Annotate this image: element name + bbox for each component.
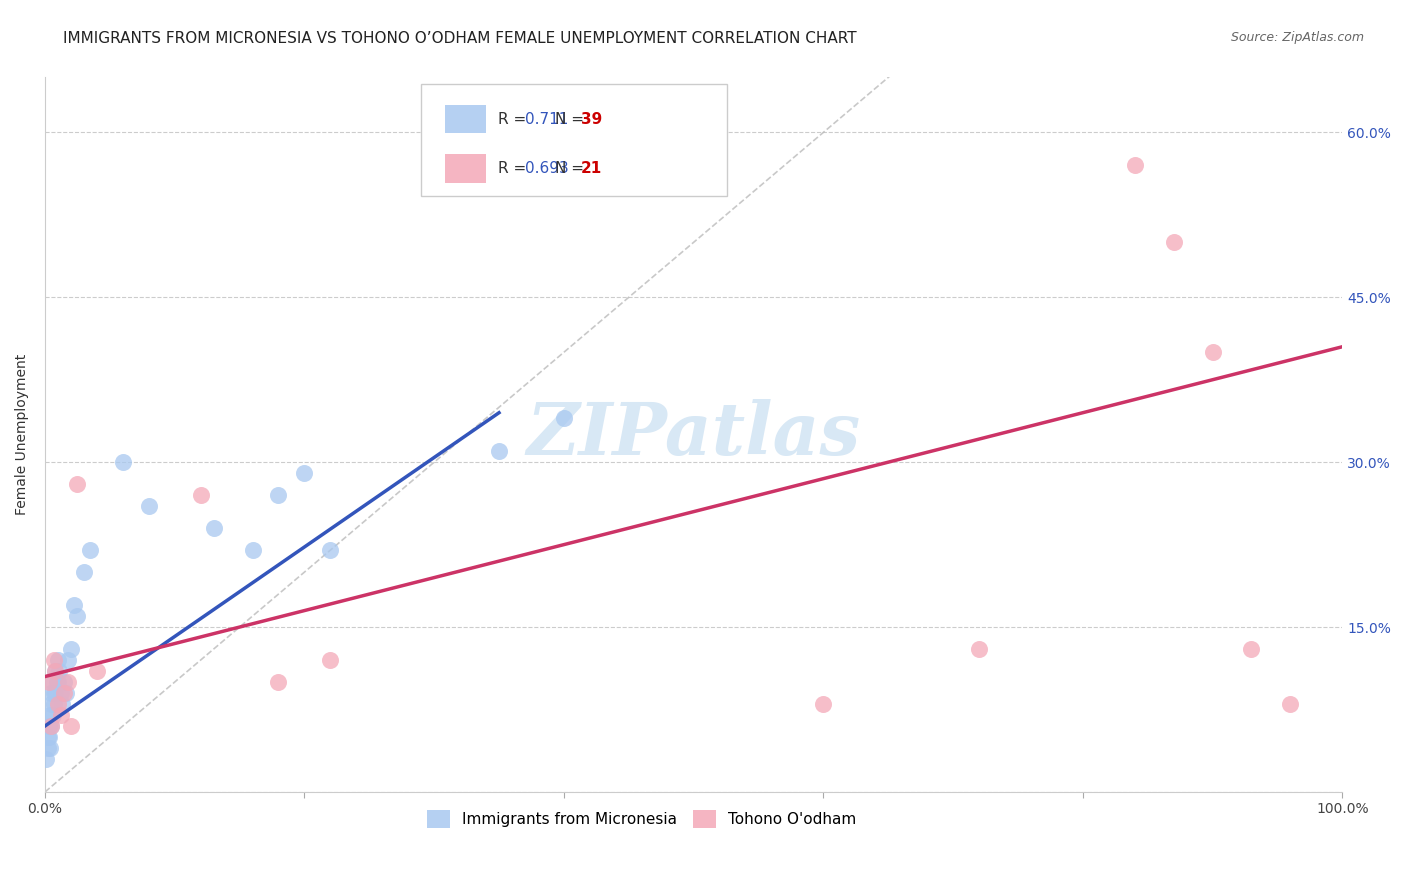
Text: R =: R = [498,112,531,127]
Point [49,686,72,700]
Point [967,642,990,657]
Point [73,565,96,579]
Point [138,499,160,513]
Point [58,653,80,667]
Point [38,730,60,744]
Y-axis label: Female Unemployment: Female Unemployment [15,354,30,516]
Point [62,598,84,612]
Point [267,675,290,690]
Point [44,686,66,700]
Point [37,730,59,744]
Point [35,752,58,766]
Point [44,664,66,678]
Text: 0.693: 0.693 [526,161,569,176]
Text: R =: R = [498,161,531,176]
Point [51,697,73,711]
Point [53,686,76,700]
Point [39,741,62,756]
Point [79,543,101,558]
Point [38,675,60,690]
Point [66,609,89,624]
Point [1123,158,1146,172]
Point [42,675,65,690]
Point [41,686,63,700]
Point [553,411,575,425]
Point [242,543,264,558]
Text: N =: N = [554,161,589,176]
Text: Source: ZipAtlas.com: Source: ZipAtlas.com [1230,31,1364,45]
Point [42,653,65,667]
Point [41,719,63,733]
Point [41,719,63,733]
Point [1279,697,1302,711]
Point [267,488,290,502]
Point [59,642,82,657]
Point [39,708,62,723]
Point [488,444,510,458]
Point [53,675,76,690]
Point [1201,345,1223,359]
Point [58,675,80,690]
Point [55,686,77,700]
Point [44,664,66,678]
Text: 39: 39 [581,112,602,127]
Point [37,741,59,756]
Point [46,697,69,711]
Point [42,708,65,723]
Point [66,477,89,491]
Point [59,719,82,733]
Point [46,653,69,667]
Point [813,697,835,711]
Point [1240,642,1263,657]
Legend: Immigrants from Micronesia, Tohono O'odham: Immigrants from Micronesia, Tohono O'odh… [422,804,862,834]
Text: N =: N = [554,112,589,127]
Point [190,488,212,502]
Point [49,708,72,723]
Point [319,543,342,558]
Point [1163,235,1185,250]
Point [202,521,225,535]
Text: IMMIGRANTS FROM MICRONESIA VS TOHONO O’ODHAM FEMALE UNEMPLOYMENT CORRELATION CHA: IMMIGRANTS FROM MICRONESIA VS TOHONO O’O… [63,31,856,46]
Point [41,697,63,711]
Text: 0.711: 0.711 [526,112,569,127]
Point [42,686,65,700]
Point [294,466,316,480]
Point [38,719,60,733]
Point [46,675,69,690]
Point [42,697,65,711]
Point [45,675,67,690]
Point [48,664,70,678]
Point [319,653,342,667]
Text: ZIPatlas: ZIPatlas [527,400,860,470]
Text: 21: 21 [581,161,602,176]
Point [86,664,108,678]
Point [111,455,134,469]
